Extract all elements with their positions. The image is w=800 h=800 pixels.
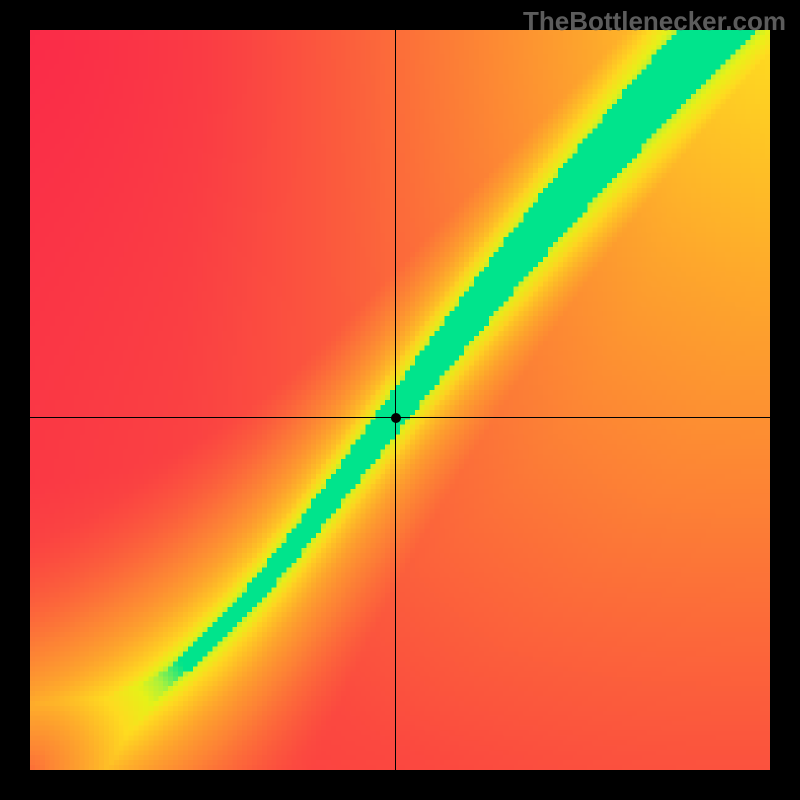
crosshair-dot xyxy=(391,413,401,423)
crosshair-vertical xyxy=(395,30,396,770)
chart-container: TheBottlenecker.com xyxy=(0,0,800,800)
watermark-text: TheBottlenecker.com xyxy=(523,6,786,37)
bottleneck-heatmap xyxy=(30,30,770,770)
